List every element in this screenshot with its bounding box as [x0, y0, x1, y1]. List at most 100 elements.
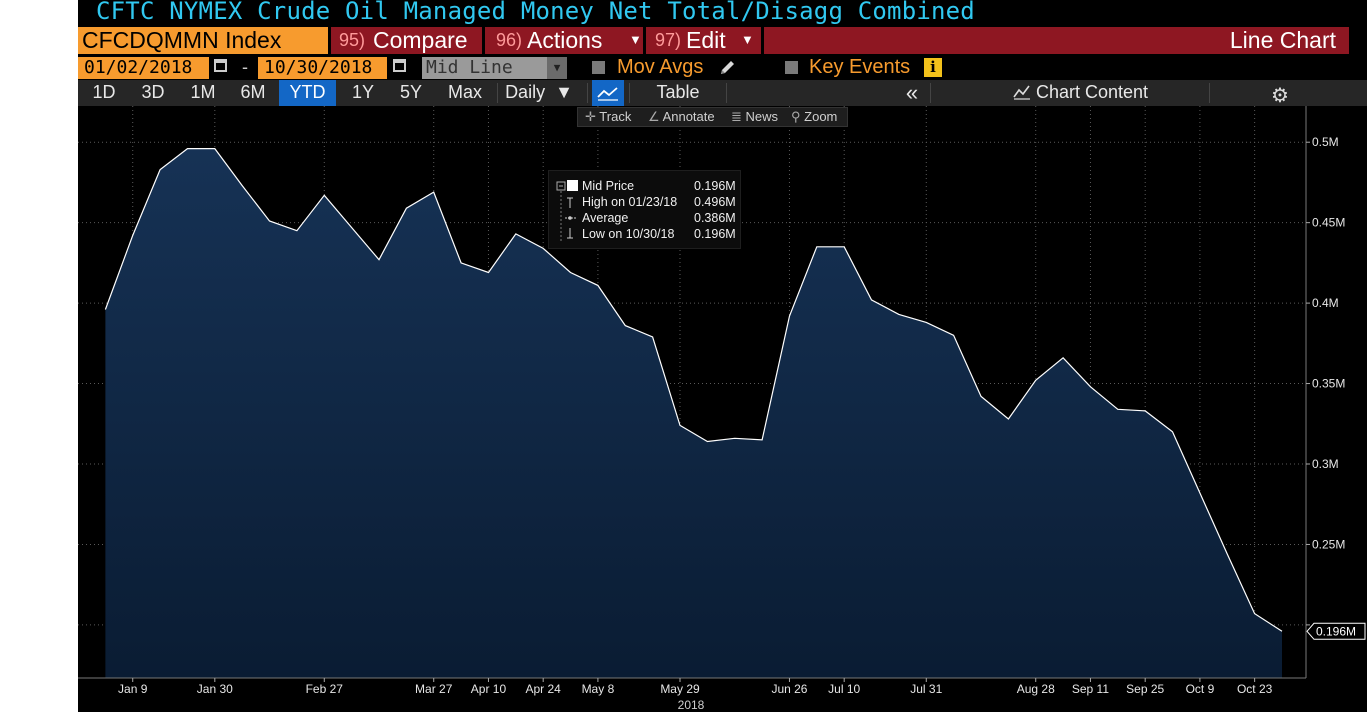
crosshair-icon: ✛ [585, 109, 596, 124]
security-field[interactable] [78, 27, 328, 54]
toolbar-divider [930, 83, 931, 103]
chart-title: CFTC NYMEX Crude Oil Managed Money Net T… [96, 0, 975, 25]
track-label: Track [599, 109, 632, 124]
legend-mid-label: Mid Price [582, 179, 635, 193]
data-point [1172, 431, 1174, 433]
last-value-label: 0.196M [1316, 624, 1356, 638]
data-point [926, 322, 928, 324]
mov-avgs-checkbox[interactable] [592, 61, 605, 74]
annotate-tool[interactable]: ∠ Annotate [648, 109, 715, 125]
data-point [132, 235, 134, 237]
legend-low-label: Low on 10/30/18 [582, 227, 675, 241]
period-6m-button[interactable]: 6M [240, 82, 266, 102]
info-icon[interactable]: i [924, 58, 942, 77]
edit-button[interactable]: 97) Edit ▼ [646, 27, 761, 54]
data-point [214, 148, 216, 150]
data-point [980, 396, 982, 398]
legend-low-value: 0.196M [694, 227, 736, 241]
data-point [1254, 613, 1256, 615]
data-point [515, 233, 517, 235]
data-point [871, 299, 873, 301]
calendar-icon[interactable] [393, 59, 406, 72]
annotation-toolbar: ✛ Track ∠ Annotate ≣ News ⚲ Zoom [577, 107, 848, 127]
key-events-label[interactable]: Key Events [809, 56, 911, 78]
series-line [104, 147, 1283, 632]
data-point [789, 315, 791, 317]
chevron-down-icon: ▼ [629, 32, 642, 47]
period-1m-button[interactable]: 1M [190, 82, 216, 102]
period-1y-button[interactable]: 1Y [351, 82, 375, 102]
command-bar: 95) Compare 96) Actions ▼ 97) Edit ▼ Lin… [78, 26, 1367, 55]
actions-label: Actions [527, 27, 603, 53]
calendar-icon[interactable] [214, 59, 227, 72]
year-label: 2018 [678, 698, 705, 712]
field-dropdown[interactable]: Mid Line ▼ [422, 57, 567, 79]
data-point [953, 335, 955, 337]
zoom-icon: ⚲ [791, 109, 801, 124]
start-date-field[interactable]: 01/02/2018 [78, 57, 209, 79]
x-tick-label: Jan 30 [197, 682, 233, 696]
y-tick-label: 0.5M [1312, 135, 1339, 149]
data-point [105, 309, 107, 311]
compare-label: Compare [373, 27, 468, 53]
chart-content-icon [1013, 85, 1030, 100]
mov-avgs-label[interactable]: Mov Avgs [617, 56, 704, 78]
x-tick-label: Sep 11 [1072, 682, 1109, 696]
news-tool[interactable]: ≣ News [731, 109, 778, 125]
x-tick-label: Jun 26 [771, 682, 807, 696]
data-point [460, 262, 462, 264]
price-legend: Mid Price 0.196M High on 01/23/18 0.496M… [548, 170, 741, 249]
y-axis: 0.25M 0.3M 0.35M 0.4M 0.45M 0.5M [1306, 135, 1345, 626]
data-point [843, 246, 845, 248]
chart-area[interactable]: 0.25M 0.3M 0.35M 0.4M 0.45M 0.5M Jan 9 Jan 30 F… [78, 106, 1367, 712]
data-point [1117, 409, 1119, 411]
chevron-down-icon: ▼ [741, 32, 754, 47]
gear-icon[interactable]: ⚙ [1271, 85, 1289, 107]
frequency-dropdown[interactable]: Daily ▼ [498, 80, 580, 106]
toolbar-divider [1209, 83, 1210, 103]
legend-average-value: 0.386M [694, 211, 736, 225]
zoom-tool[interactable]: ⚲ Zoom [791, 109, 837, 125]
key-events-checkbox[interactable] [785, 61, 798, 74]
data-point [816, 246, 818, 248]
period-5y-button[interactable]: 5Y [399, 82, 423, 102]
line-chart-toggle[interactable] [592, 80, 624, 106]
chevron-down-icon: ▼ [547, 57, 567, 79]
y-tick-label: 0.35M [1312, 377, 1345, 391]
x-tick-label: Oct 23 [1237, 682, 1273, 696]
data-point [734, 438, 736, 440]
period-1d-button[interactable]: 1D [92, 82, 116, 102]
end-date-field[interactable]: 10/30/2018 [258, 57, 387, 79]
period-3d-button[interactable]: 3D [141, 82, 165, 102]
data-point [241, 185, 243, 187]
data-point [707, 441, 709, 443]
caret-down-icon: ▼ [550, 82, 573, 102]
annotate-icon: ∠ [648, 109, 660, 124]
date-range-dash: - [242, 57, 248, 77]
bloomberg-chart-window: CFTC NYMEX Crude Oil Managed Money Net T… [78, 0, 1367, 712]
compare-button[interactable]: 95) Compare [331, 27, 482, 54]
x-tick-label: Apr 24 [526, 682, 562, 696]
track-tool[interactable]: ✛ Track [585, 109, 631, 125]
x-tick-label: Jul 31 [910, 682, 942, 696]
security-input[interactable] [82, 27, 326, 54]
data-point [1199, 492, 1201, 494]
x-tick-label: May 29 [660, 682, 700, 696]
period-max-button[interactable]: Max [447, 82, 482, 102]
x-tick-label: May 8 [582, 682, 615, 696]
date-range-bar: 01/02/2018 - 10/30/2018 Mid Line ▼ Mov A… [78, 55, 1367, 80]
chart-content-button[interactable]: Chart Content [993, 80, 1168, 106]
toolbar: 1D 3D 1M 6M YTD 1Y 5Y Max Daily ▼ Table … [78, 80, 1367, 107]
collapse-double-chevron-icon[interactable]: « [905, 80, 919, 105]
frequency-label: Daily [505, 82, 546, 102]
actions-button[interactable]: 96) Actions ▼ [485, 27, 643, 54]
y-axis-panel [1306, 106, 1367, 712]
last-value-tag: 0.196M [1306, 622, 1366, 640]
data-point [625, 325, 627, 327]
chart-type-bar[interactable]: Line Chart [764, 27, 1349, 54]
period-ytd-button[interactable]: YTD [279, 80, 336, 106]
collapse-box-icon [556, 181, 566, 191]
table-button[interactable]: Table [656, 82, 700, 102]
pencil-icon[interactable] [718, 60, 736, 76]
data-point [296, 230, 298, 232]
